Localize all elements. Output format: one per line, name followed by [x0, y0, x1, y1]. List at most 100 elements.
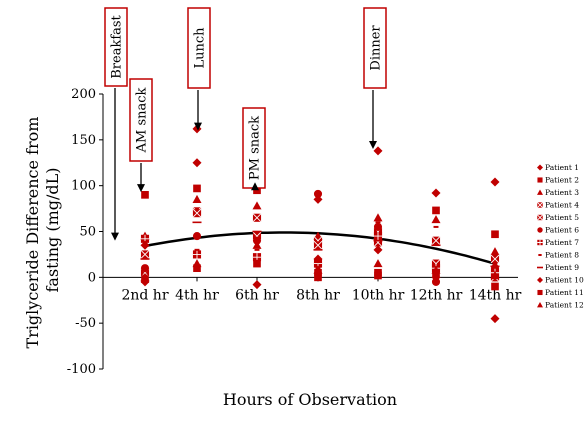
data-point [192, 158, 202, 168]
legend-marker [537, 302, 543, 308]
legend-item: Patient 4 [536, 201, 579, 210]
data-point [313, 249, 323, 251]
data-point [490, 247, 500, 256]
x-tick-label: 12th hr [410, 287, 463, 303]
data-point [431, 244, 441, 247]
data-point [431, 188, 441, 198]
y-tick-label: -100 [67, 362, 96, 377]
legend-label: Patient 6 [545, 226, 579, 235]
annotation-label: PM snack [248, 116, 263, 180]
legend-item: Patient 12 [537, 301, 584, 310]
data-point [431, 236, 441, 246]
data-point [192, 250, 202, 259]
y-tick-label: -50 [75, 316, 96, 331]
y-axis-title-line-2: fasting (mg/dL) [43, 167, 62, 292]
legend-label: Patient 10 [545, 276, 584, 285]
legend-label: Patient 9 [545, 263, 579, 272]
data-points [140, 124, 500, 324]
legend-label: Patient 4 [545, 201, 579, 210]
legend-label: Patient 7 [545, 238, 579, 247]
data-point [373, 146, 383, 156]
data-point [140, 258, 150, 260]
x-tick-label: 6th hr [235, 287, 279, 303]
legend-marker [537, 239, 543, 246]
data-point [373, 259, 383, 268]
data-point [313, 189, 323, 198]
annotation: Dinner [363, 7, 387, 149]
y-tick-label: 0 [88, 270, 96, 285]
legend-label: Patient 12 [545, 301, 584, 310]
data-point [193, 184, 201, 193]
data-point [490, 265, 500, 268]
x-tick-label: 10th hr [352, 287, 405, 303]
legend-marker [537, 277, 543, 283]
y-tick-label: 150 [71, 133, 96, 148]
data-point [140, 264, 150, 273]
legend-marker [537, 189, 543, 195]
legend-item: Patient 6 [537, 226, 579, 235]
y-axis-title: Triglyceride Difference from fasting (mg… [23, 111, 62, 348]
legend-marker [537, 289, 543, 296]
legend-label: Patient 3 [545, 188, 579, 197]
annotation-box [129, 78, 153, 162]
data-point [490, 254, 500, 264]
y-tick-label: 100 [71, 179, 96, 194]
data-point [431, 277, 441, 286]
data-point [253, 259, 261, 268]
data-point [252, 201, 262, 210]
x-tick-label: 2nd hr [121, 287, 168, 303]
annotation-box [363, 7, 387, 89]
legend-marker [536, 214, 544, 221]
data-point [254, 248, 260, 251]
data-point [192, 208, 202, 218]
legend-label: Patient 1 [545, 163, 579, 172]
legend-marker [537, 227, 543, 233]
data-point [433, 225, 439, 228]
data-point [375, 221, 381, 224]
legend-item: Patient 2 [537, 176, 579, 185]
data-point [373, 245, 383, 255]
annotation-label: AM snack [135, 87, 150, 153]
data-point [432, 206, 440, 215]
annotation-box [187, 7, 211, 89]
legend-item: Patient 7 [537, 238, 579, 247]
data-point [490, 314, 500, 324]
legend-marker [537, 164, 543, 171]
data-point [490, 271, 500, 280]
data-point [140, 250, 150, 259]
trendline-group [144, 231, 496, 265]
data-point [373, 232, 383, 241]
data-point [491, 230, 499, 239]
legend-item: Patient 1 [537, 163, 579, 172]
legend-marker [537, 266, 543, 269]
legend: Patient 1 Patient 2 Patient 3 Patient 4 Pati… [536, 163, 584, 310]
data-point [193, 264, 201, 272]
data-point [373, 213, 383, 222]
y-tick-label: 50 [79, 225, 96, 240]
data-point [252, 230, 262, 233]
x-tick-label: 14th hr [469, 287, 522, 303]
legend-item: Patient 8 [538, 251, 579, 260]
data-point [192, 221, 202, 224]
data-point [313, 254, 323, 264]
legend-marker [536, 201, 544, 209]
legend-item: Patient 10 [537, 276, 584, 285]
annotation-label: Lunch [193, 27, 208, 69]
annotation: Lunch [187, 7, 211, 131]
annotation-label: Dinner [369, 25, 384, 71]
data-point [374, 271, 382, 280]
data-point [252, 280, 262, 290]
data-point [431, 215, 441, 224]
data-point [192, 259, 202, 268]
legend-marker [538, 254, 542, 256]
trendline [144, 231, 496, 265]
legend-label: Patient 11 [545, 288, 584, 297]
x-tick-label: 8th hr [296, 287, 340, 303]
data-point [431, 265, 441, 274]
legend-label: Patient 2 [545, 176, 579, 185]
x-tick-label: 4th hr [175, 287, 219, 303]
legend-label: Patient 5 [545, 213, 579, 222]
legend-item: Patient 3 [537, 188, 579, 197]
legend-item: Patient 5 [536, 213, 579, 222]
